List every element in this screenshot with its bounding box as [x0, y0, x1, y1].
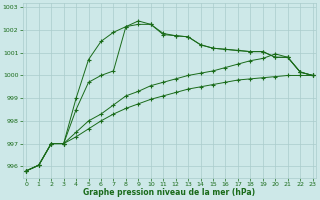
X-axis label: Graphe pression niveau de la mer (hPa): Graphe pression niveau de la mer (hPa)	[84, 188, 256, 197]
